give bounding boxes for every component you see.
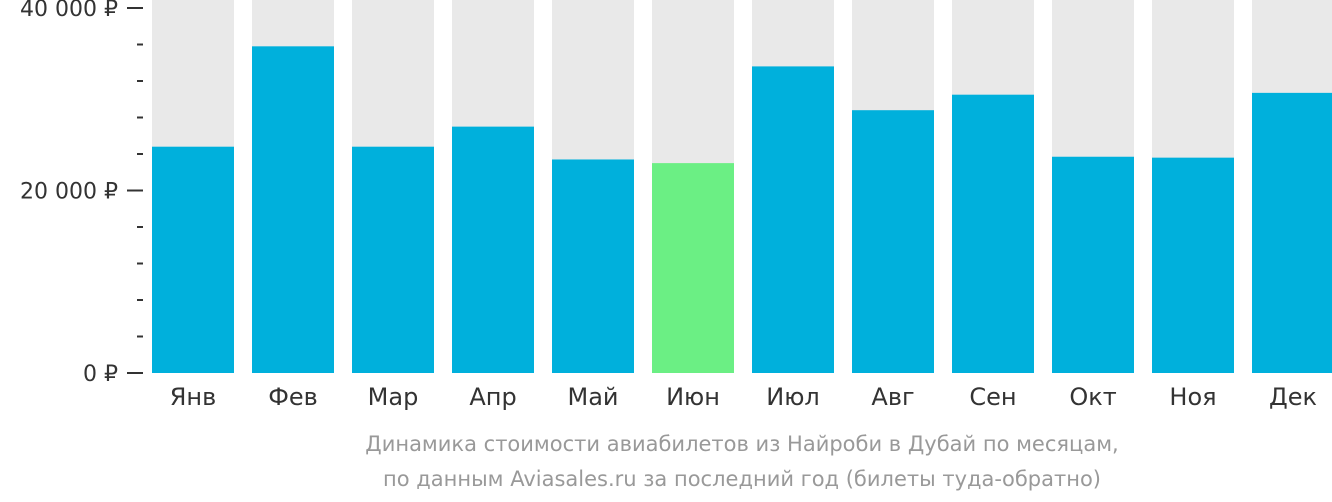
- x-axis-labels: Янв Фев Мар Апр Май Июн Июл Авг Сен Окт Ноя Дек: [170, 383, 1317, 411]
- x-tick-label: Дек: [1269, 383, 1317, 411]
- x-tick-label: Июл: [766, 383, 820, 411]
- bar-2: [252, 46, 334, 373]
- bar-11: [1152, 157, 1234, 373]
- x-tick-label: Май: [567, 383, 618, 411]
- x-tick-label: Ноя: [1169, 383, 1216, 411]
- bar-6: [652, 163, 734, 373]
- x-tick-label: Мар: [368, 383, 419, 411]
- bar-7: [752, 66, 834, 374]
- y-tick-label: 0 ₽: [83, 362, 118, 387]
- bars: [152, 46, 1332, 374]
- bar-8: [852, 110, 934, 373]
- x-tick-label: Окт: [1069, 383, 1116, 411]
- x-tick-label: Июн: [666, 383, 720, 411]
- chart-caption-line-2: по данным Aviasales.ru за последний год …: [383, 467, 1101, 491]
- x-tick-label: Апр: [469, 383, 516, 411]
- x-tick-label: Авг: [871, 383, 914, 411]
- bar-10: [1052, 156, 1134, 373]
- bar-4: [452, 126, 534, 373]
- chart-caption-line-1: Динамика стоимости авиабилетов из Найроб…: [365, 432, 1119, 456]
- bar-5: [552, 159, 634, 373]
- bar-9: [952, 94, 1034, 373]
- x-tick-label: Сен: [969, 383, 1016, 411]
- x-tick-label: Фев: [268, 383, 318, 411]
- bar-12: [1252, 92, 1332, 374]
- price-chart: 0 ₽ 20 000 ₽ 40 000 ₽ Янв Фев Мар Апр Май Июн Ию…: [20, 0, 1332, 411]
- bar-3: [352, 146, 434, 373]
- bar-1: [152, 146, 234, 373]
- y-tick-label: 40 000 ₽: [20, 0, 118, 22]
- y-tick-label: 20 000 ₽: [20, 180, 118, 205]
- y-axis: 0 ₽ 20 000 ₽ 40 000 ₽: [20, 0, 143, 387]
- x-tick-label: Янв: [170, 383, 217, 411]
